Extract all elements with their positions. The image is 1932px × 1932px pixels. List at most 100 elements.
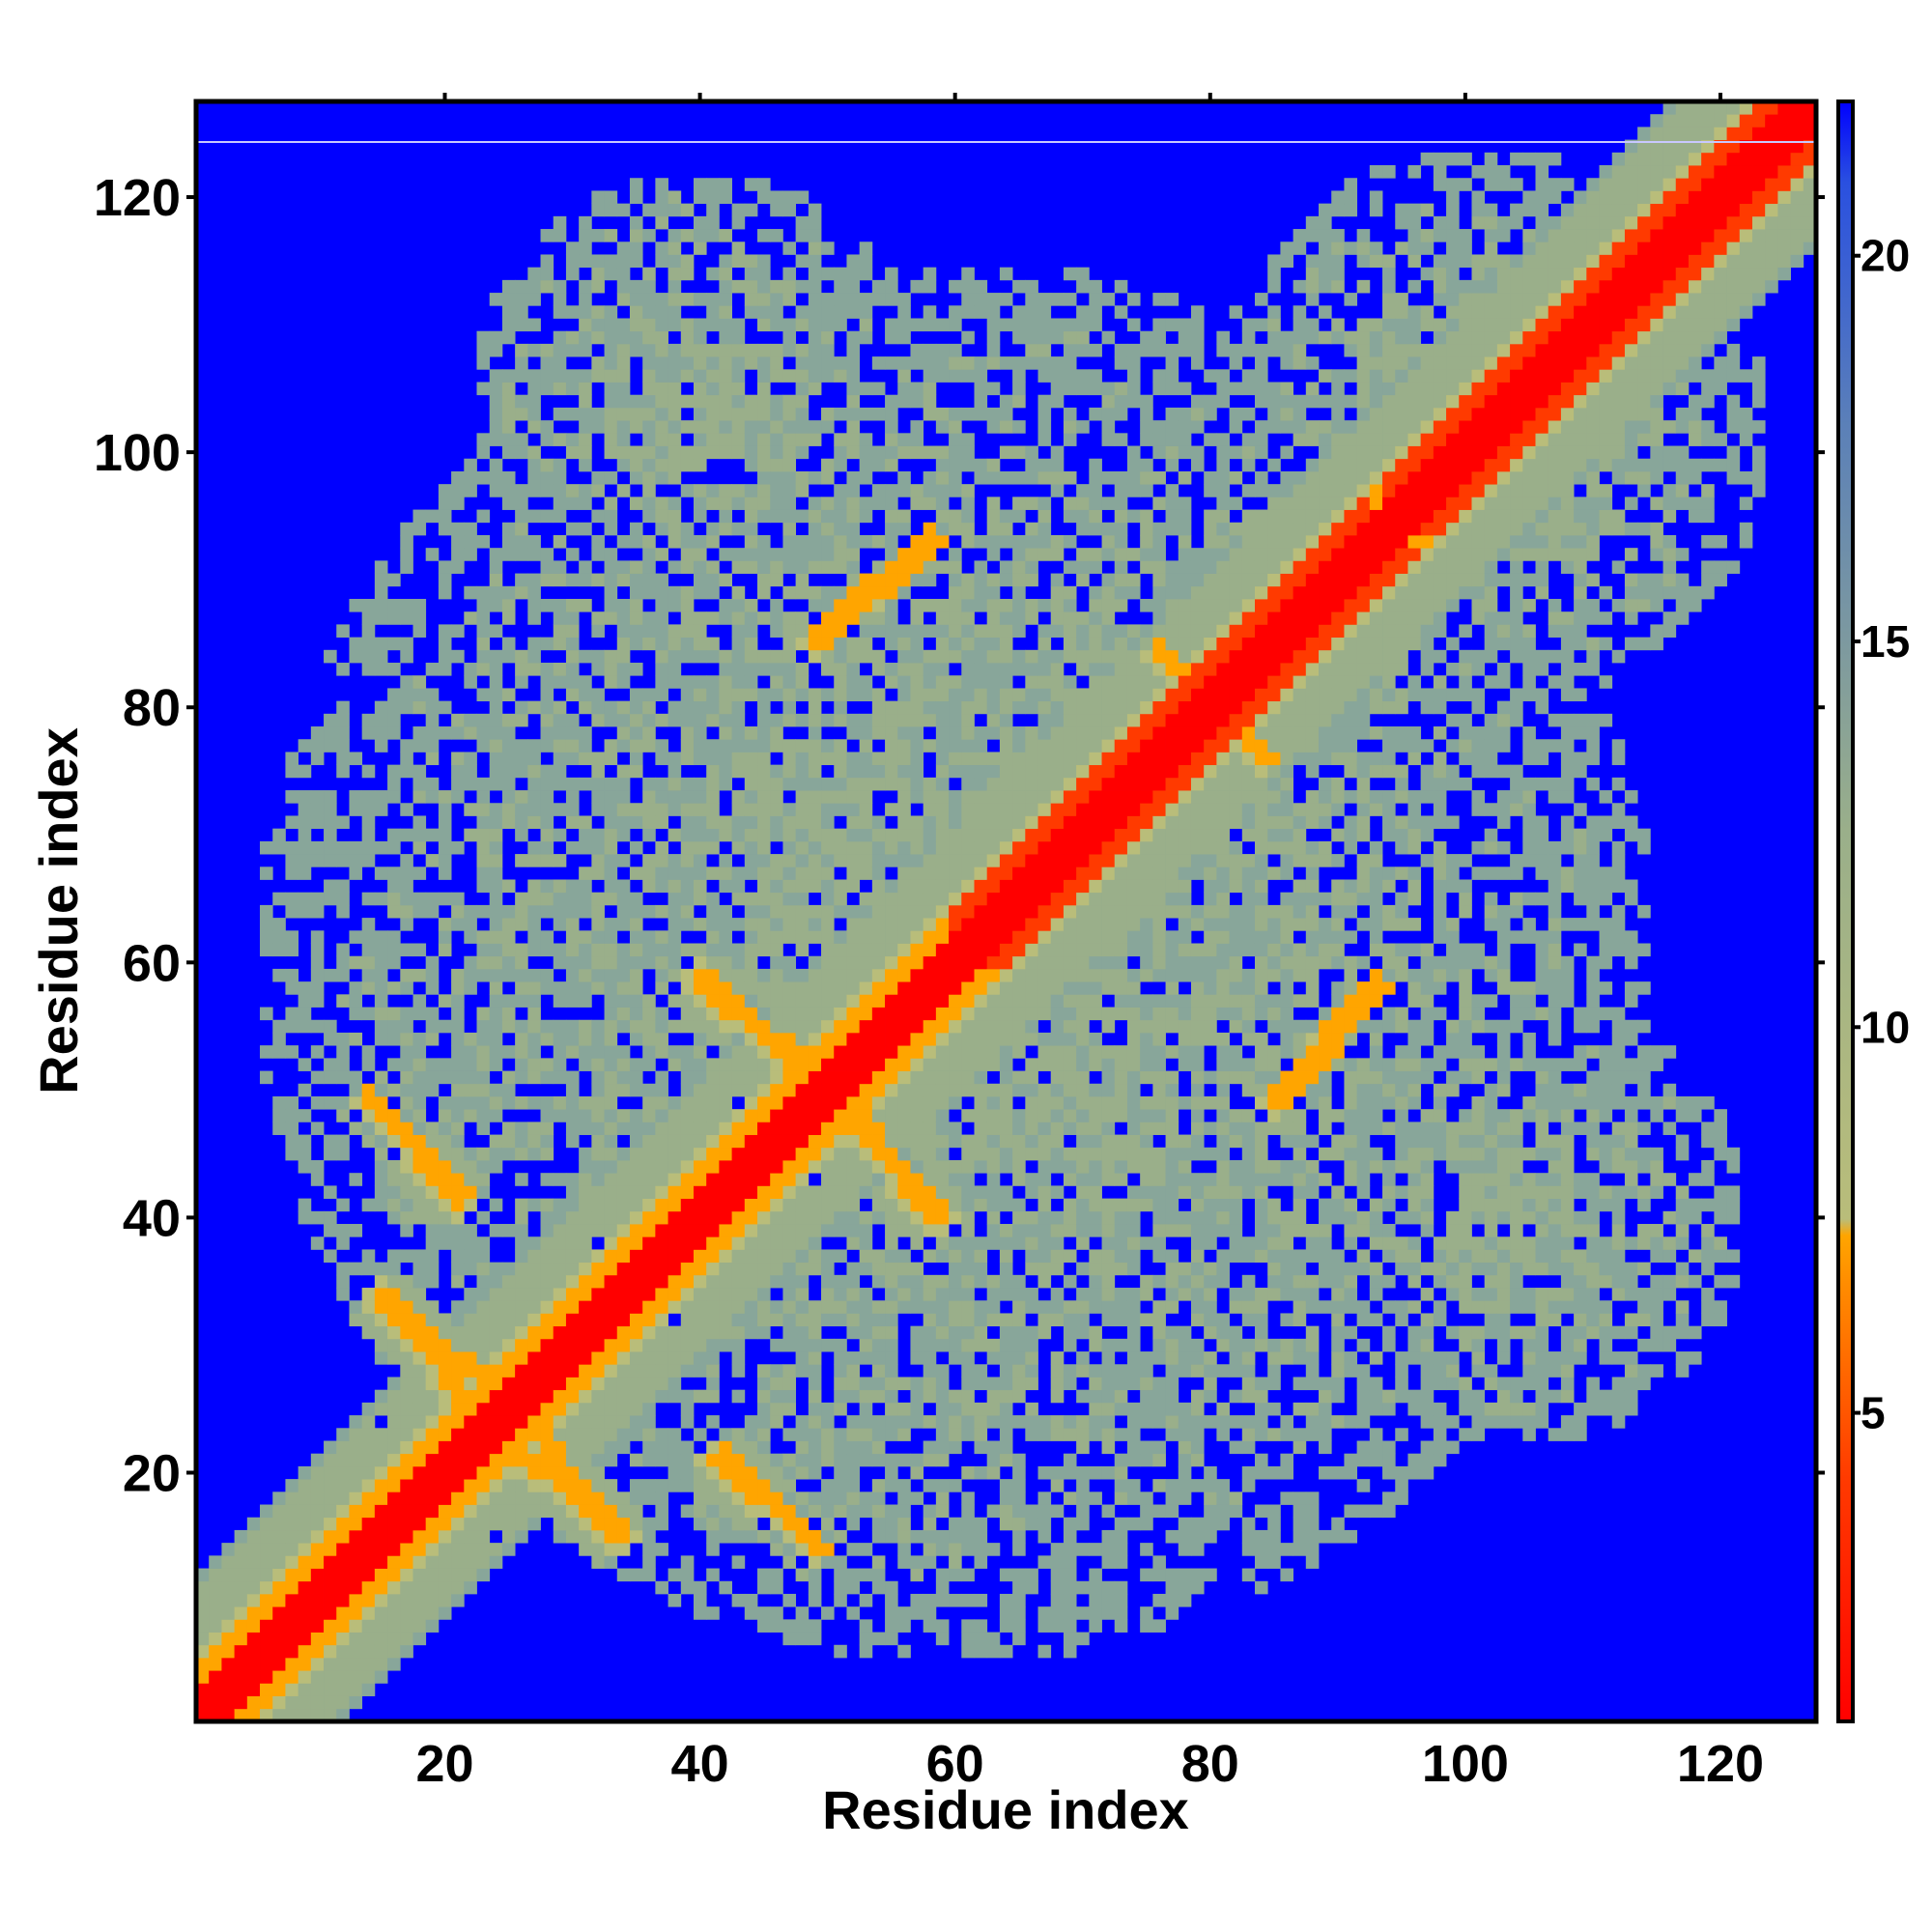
heatmap-cell xyxy=(655,1122,668,1135)
heatmap-cell xyxy=(260,1070,273,1085)
heatmap-cell xyxy=(642,1122,656,1135)
heatmap-cell xyxy=(310,1465,325,1480)
heatmap-cell xyxy=(923,1147,937,1161)
heatmap-cell xyxy=(961,968,975,982)
heatmap-cell xyxy=(770,828,783,842)
heatmap-cell xyxy=(731,879,746,894)
heatmap-cell xyxy=(731,369,746,383)
heatmap-cell xyxy=(604,548,618,561)
heatmap-cell xyxy=(871,1095,886,1110)
heatmap-cell xyxy=(834,1122,847,1135)
heatmap-cell xyxy=(285,1095,299,1110)
heatmap-cell xyxy=(196,1632,210,1646)
heatmap-cell xyxy=(298,840,312,855)
heatmap-cell xyxy=(693,1185,707,1199)
heatmap-cell xyxy=(782,293,797,306)
heatmap-cell xyxy=(579,407,592,421)
heatmap-cell xyxy=(923,1313,937,1327)
heatmap-cell xyxy=(986,955,1001,970)
heatmap-cell xyxy=(209,1644,222,1659)
heatmap-cell xyxy=(744,1465,758,1480)
heatmap-cell xyxy=(655,663,668,676)
heatmap-cell xyxy=(629,318,643,332)
heatmap-cell xyxy=(999,573,1013,587)
heatmap-cell xyxy=(412,598,427,612)
heatmap-cell xyxy=(680,700,695,715)
heatmap-cell xyxy=(489,840,503,855)
heatmap-cell xyxy=(821,1134,835,1149)
heatmap-cell xyxy=(834,1529,847,1544)
heatmap-cell xyxy=(464,1249,477,1264)
heatmap-cell xyxy=(885,1632,898,1646)
heatmap-cell xyxy=(616,1173,631,1186)
heatmap-cell xyxy=(246,1632,261,1646)
heatmap-cell xyxy=(1025,918,1038,931)
heatmap-cell xyxy=(400,688,413,702)
heatmap-cell xyxy=(1025,943,1038,957)
heatmap-cell xyxy=(298,1657,312,1671)
heatmap-cell xyxy=(795,1632,810,1646)
heatmap-cell xyxy=(974,1122,988,1135)
heatmap-cell xyxy=(451,713,465,727)
heatmap-cell xyxy=(885,892,898,906)
heatmap-cell xyxy=(642,1236,656,1250)
heatmap-cell xyxy=(935,1070,950,1085)
heatmap-cell xyxy=(731,1198,746,1212)
heatmap-cell xyxy=(986,611,1001,625)
heatmap-cell xyxy=(412,1593,427,1607)
heatmap-cell xyxy=(871,1504,886,1519)
heatmap-cell xyxy=(757,560,771,574)
heatmap-cell xyxy=(782,1032,797,1046)
heatmap-cell xyxy=(923,484,937,497)
heatmap-cell xyxy=(808,229,822,242)
heatmap-cell xyxy=(770,764,783,779)
heatmap-cell xyxy=(501,522,516,536)
heatmap-cell xyxy=(374,1453,388,1467)
heatmap-cell xyxy=(579,1288,592,1301)
heatmap-cell xyxy=(400,981,413,995)
heatmap-cell xyxy=(706,178,720,191)
heatmap-cell xyxy=(834,1465,847,1480)
heatmap-cell xyxy=(949,433,962,446)
heatmap-cell xyxy=(731,1465,746,1480)
heatmap-cell xyxy=(808,752,822,766)
heatmap-cell xyxy=(209,1632,222,1646)
heatmap-cell xyxy=(515,739,528,753)
heatmap-cell xyxy=(464,1402,477,1416)
heatmap-cell xyxy=(489,573,503,587)
heatmap-cell xyxy=(642,330,656,345)
heatmap-cell xyxy=(412,1095,427,1110)
heatmap-cell xyxy=(897,1504,911,1519)
heatmap-cell xyxy=(361,1134,376,1149)
heatmap-cell xyxy=(834,1249,847,1264)
heatmap-cell xyxy=(693,790,707,804)
heatmap-cell xyxy=(604,1453,618,1467)
heatmap-cell xyxy=(770,1198,783,1212)
heatmap-cell xyxy=(1037,420,1052,434)
heatmap-cell xyxy=(770,318,783,332)
heatmap-cell xyxy=(986,1504,1001,1519)
heatmap-cell xyxy=(361,1262,376,1276)
heatmap-cell xyxy=(935,675,950,689)
heatmap-cell xyxy=(553,433,567,446)
heatmap-cell xyxy=(885,1593,898,1607)
heatmap-cell xyxy=(731,752,746,766)
heatmap-cell xyxy=(668,930,682,944)
heatmap-cell xyxy=(1012,918,1026,931)
heatmap-cell xyxy=(871,1568,886,1582)
heatmap-cell xyxy=(949,484,962,497)
heatmap-cell xyxy=(272,930,286,944)
heatmap-cell xyxy=(387,1465,401,1480)
heatmap-cell xyxy=(298,1134,312,1149)
heatmap-cell xyxy=(591,1058,605,1071)
heatmap-cell xyxy=(489,968,503,982)
heatmap-cell xyxy=(834,1007,847,1021)
heatmap-cell xyxy=(336,1032,350,1046)
heatmap-cell xyxy=(565,1504,580,1519)
heatmap-cell xyxy=(668,203,682,217)
heatmap-cell xyxy=(744,484,758,497)
heatmap-cell xyxy=(999,1644,1013,1659)
heatmap-cell xyxy=(451,497,465,510)
heatmap-cell xyxy=(974,1236,988,1250)
heatmap-cell xyxy=(999,1236,1013,1250)
